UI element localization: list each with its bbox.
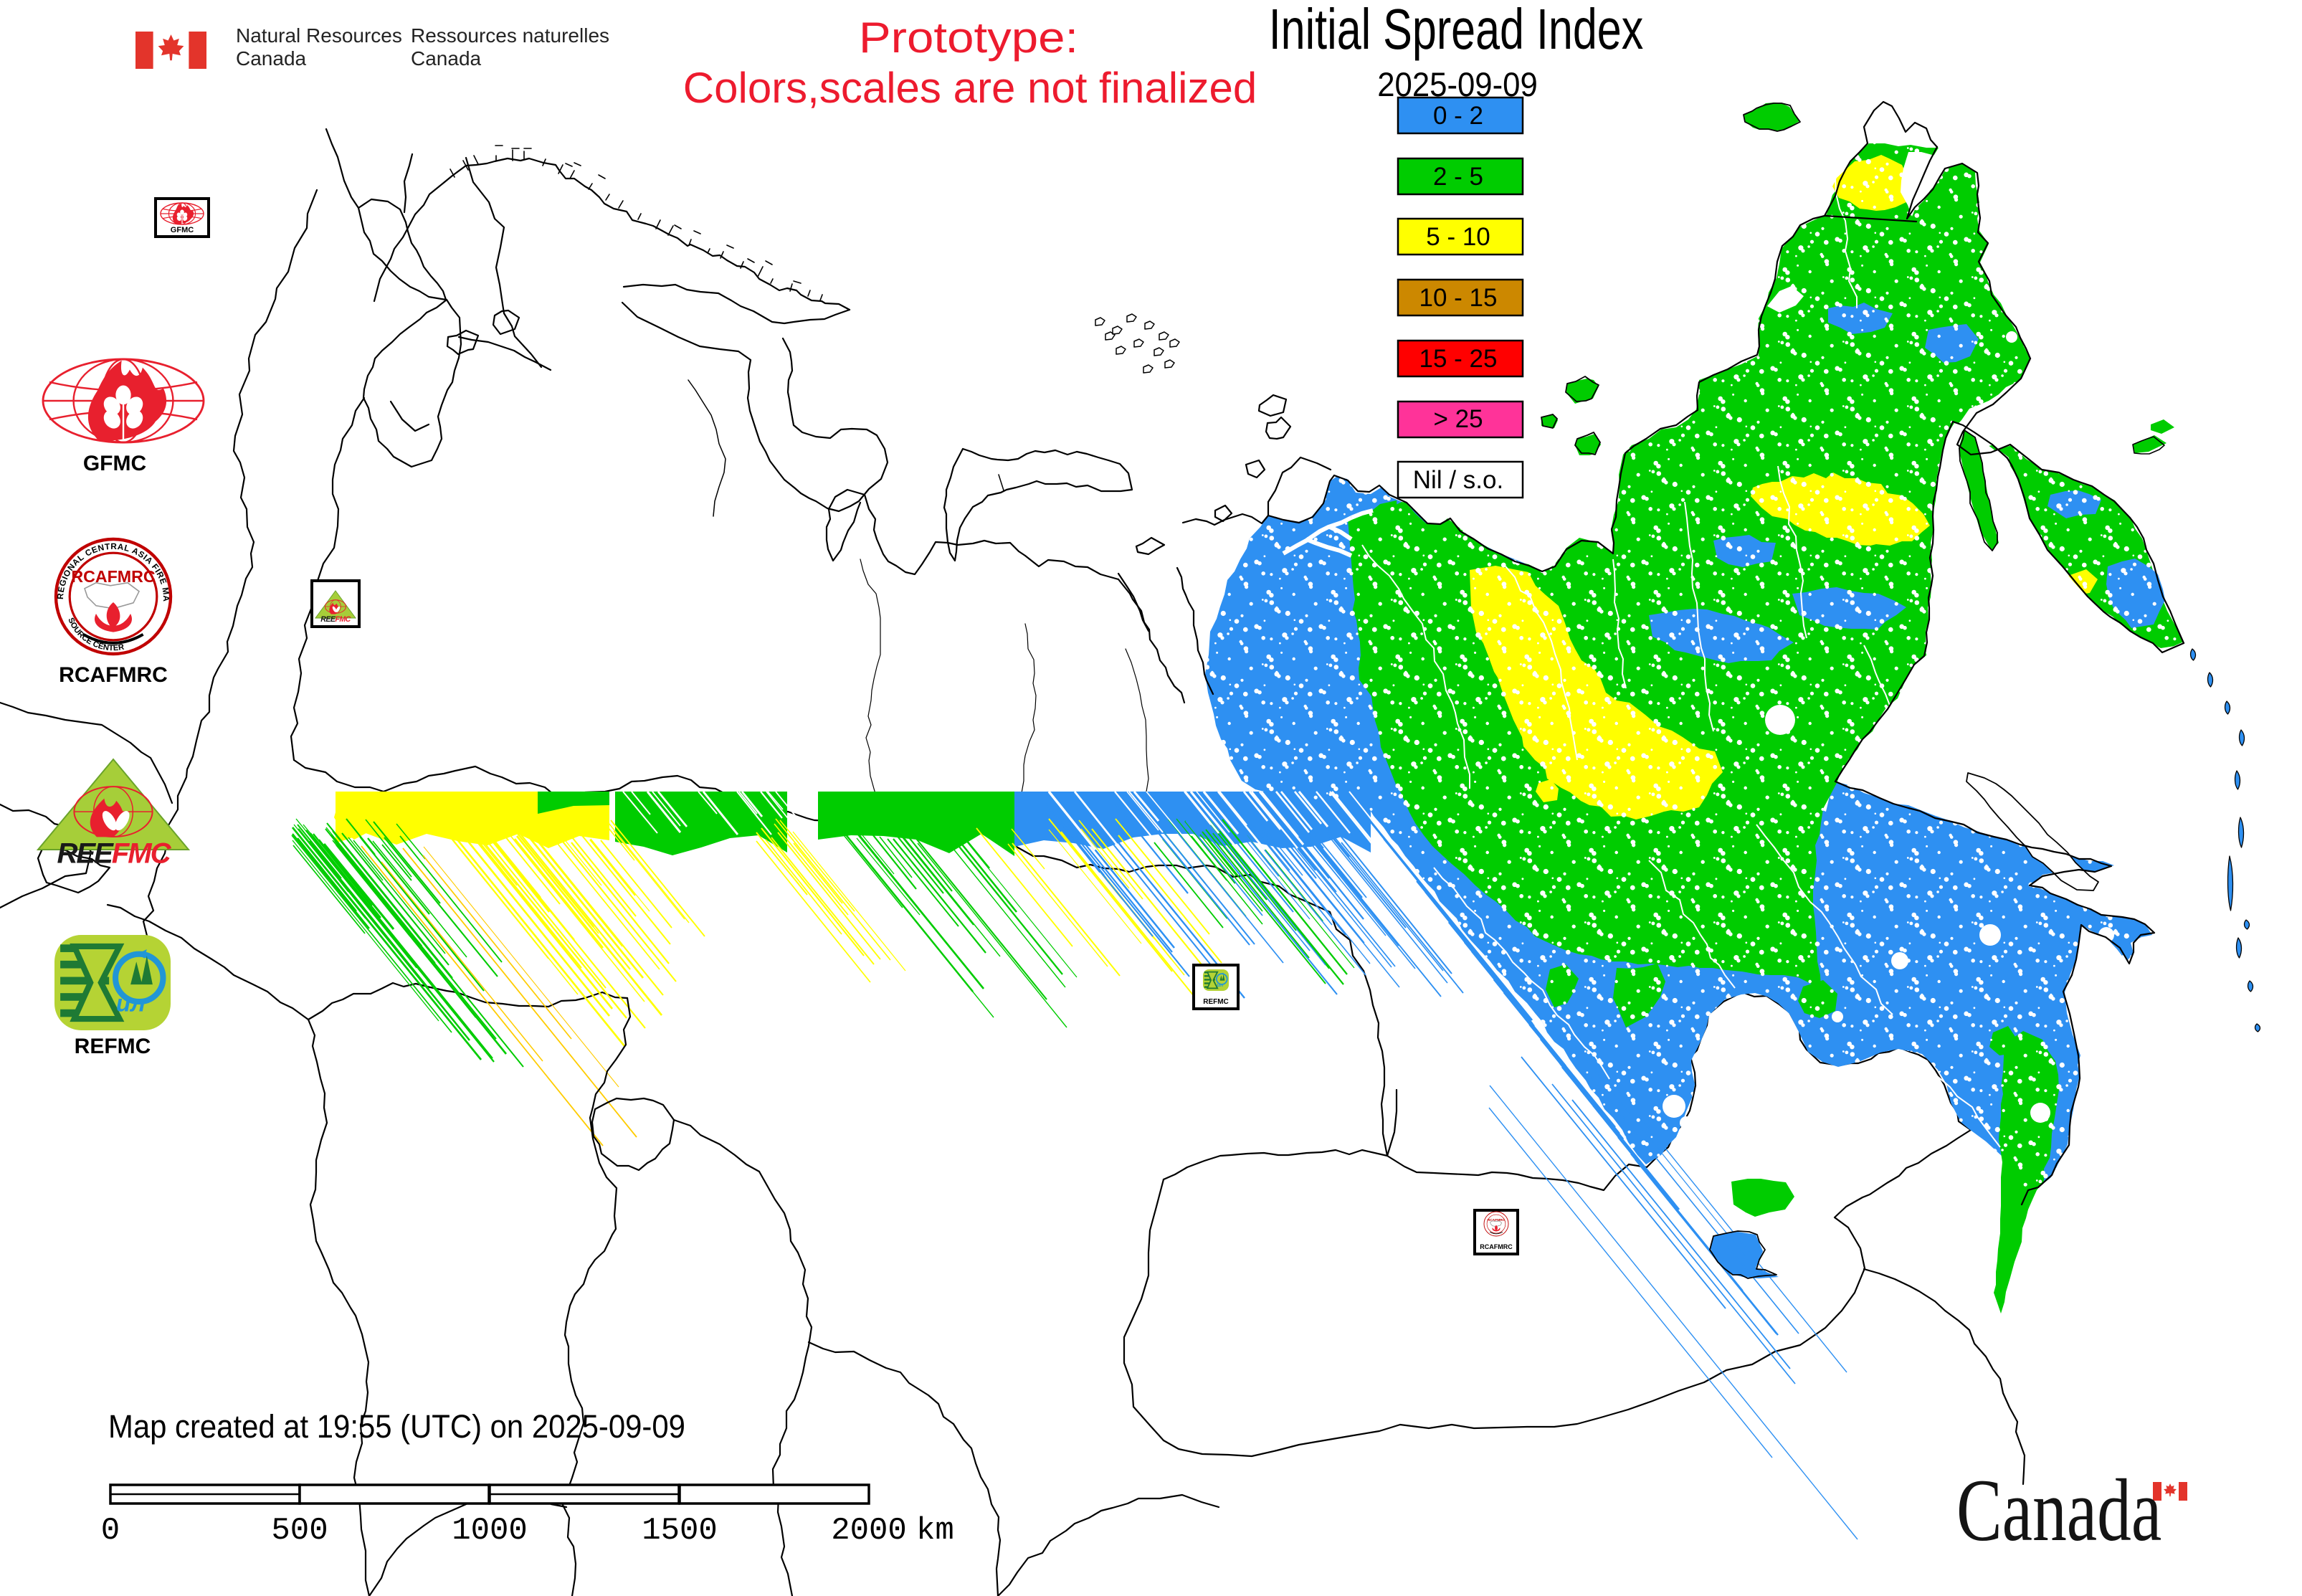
svg-text:0: 0 <box>101 1513 120 1549</box>
svg-text:REGIONAL CENTRAL ASIA FIRE MAN: REGIONAL CENTRAL ASIA FIRE MANAGEMENT RE… <box>0 0 171 602</box>
svg-text:2 - 5: 2 - 5 <box>1433 163 1483 191</box>
svg-text:RCAFMRC: RCAFMRC <box>71 567 155 586</box>
svg-text:> 25: > 25 <box>1433 405 1483 433</box>
svg-text:ил: ил <box>1217 982 1224 988</box>
svg-text:1500: 1500 <box>642 1513 718 1549</box>
svg-text:2000: 2000 <box>831 1513 907 1549</box>
svg-text:500: 500 <box>271 1513 328 1549</box>
svg-text:5 - 10: 5 - 10 <box>1426 223 1490 251</box>
svg-text:Nil / s.o.: Nil / s.o. <box>1413 466 1503 494</box>
svg-text:GFMC: GFMC <box>171 226 194 234</box>
svg-text:1000: 1000 <box>452 1513 528 1549</box>
svg-text:REFMC: REFMC <box>1203 998 1229 1006</box>
svg-text:0 - 2: 0 - 2 <box>1433 102 1483 130</box>
svg-text:10 - 15: 10 - 15 <box>1419 284 1498 312</box>
svg-text:15 - 25: 15 - 25 <box>1419 345 1498 373</box>
svg-text:REEFMC: REEFMC <box>320 615 351 624</box>
svg-text:km: km <box>916 1513 954 1549</box>
svg-text:RCAFMRC: RCAFMRC <box>1488 1218 1506 1222</box>
svg-text:REEFMC: REEFMC <box>57 837 171 870</box>
svg-text:ил: ил <box>116 990 146 1017</box>
svg-text:RCAFMRC: RCAFMRC <box>1480 1243 1513 1250</box>
